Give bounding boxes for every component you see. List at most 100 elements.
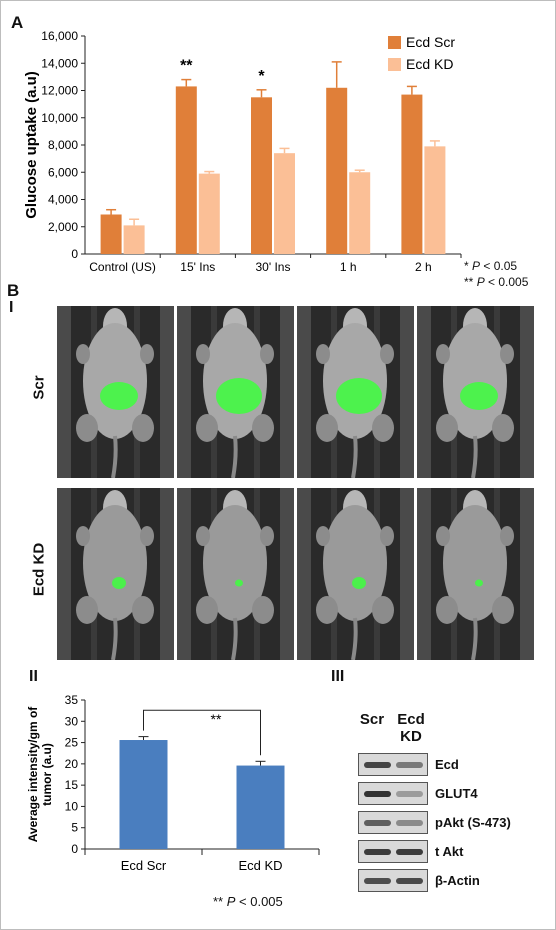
blot-column-scr: Scr [359, 711, 385, 728]
mouse-drawing [177, 306, 294, 478]
y-tick-label: 16,000 [41, 29, 78, 43]
background-stripe [177, 488, 191, 660]
x-tick-label: Control (US) [89, 260, 156, 274]
blot-band-scr [364, 762, 391, 768]
mouse-hindlimb [436, 414, 458, 442]
mouse-forelimb [76, 526, 90, 546]
bar-ecd-kd [123, 225, 145, 254]
mouse-body [83, 323, 147, 439]
fluorescence-signal [460, 382, 498, 410]
blot-column-ecd-kd: Ecd KD [391, 711, 431, 745]
y-tick-label: 0 [71, 247, 78, 261]
blot-band-scr [364, 849, 391, 855]
row-label-ecd-kd: Ecd KD [30, 542, 48, 597]
y-tick-label: 35 [65, 693, 79, 707]
blot-label: Ecd [435, 757, 459, 772]
mouse-tail [351, 617, 358, 660]
mouse-drawing [297, 488, 414, 660]
mouse-forelimb [500, 344, 514, 364]
mouse-hindlimb [196, 596, 218, 624]
y-tick-label: 30 [65, 714, 79, 728]
legend-swatch [388, 58, 401, 71]
mouse-hindlimb [196, 414, 218, 442]
y-tick-label: 12,000 [41, 84, 78, 98]
mouse-forelimb [316, 526, 330, 546]
blot-band-kd [396, 791, 423, 797]
bar-ecd-kd [349, 172, 371, 254]
mouse-forelimb [380, 344, 394, 364]
y-tick-label: 10 [65, 799, 79, 813]
legend-label: Ecd KD [406, 56, 453, 72]
blot-column-ecd-kd-line2: KD [400, 728, 422, 745]
mouse-drawing [417, 488, 534, 660]
blot-label: β-Actin [435, 873, 480, 888]
blot-column-ecd-kd-line1: Ecd [397, 711, 425, 728]
background-stripe [57, 306, 71, 478]
panel-a-letter: A [11, 13, 24, 32]
blot-band-scr [364, 820, 391, 826]
blot-label: pAkt (S-473) [435, 815, 511, 830]
mouse-body [83, 505, 147, 621]
background-stripe [57, 488, 71, 660]
mouse-body [203, 505, 267, 621]
bar [236, 765, 285, 849]
mouse-drawing [57, 306, 174, 478]
fluorescence-signal [100, 382, 138, 410]
y-tick-label: 6,000 [48, 165, 78, 179]
pvalue-note-b: ** P < 0.005 [213, 894, 283, 909]
background-stripe [520, 488, 534, 660]
blot-strip [358, 782, 428, 805]
pvalue-note-2: ** P < 0.005 [464, 275, 529, 289]
mouse-drawing [177, 488, 294, 660]
mouse-image-kd [417, 488, 534, 660]
y-axis-label: Glucose uptake (a.u) [23, 71, 40, 219]
background-stripe [280, 488, 294, 660]
bar-ecd-scr [251, 97, 272, 254]
mouse-forelimb [140, 344, 154, 364]
mouse-hindlimb [76, 596, 98, 624]
significance-stars: * [258, 68, 265, 85]
legend-label: Ecd Scr [406, 34, 455, 50]
panel-b-iii-label: III [331, 668, 345, 685]
y-tick-label: 14,000 [41, 56, 78, 70]
blot-band-kd [396, 820, 423, 826]
blot-label: GLUT4 [435, 786, 478, 801]
background-stripe [177, 306, 191, 478]
mouse-hindlimb [316, 596, 338, 624]
mouse-hindlimb [76, 414, 98, 442]
bar-ecd-kd [198, 173, 220, 254]
mouse-forelimb [500, 526, 514, 546]
blot-strip [358, 811, 428, 834]
x-tick-label: 1 h [340, 260, 357, 274]
mouse-forelimb [196, 344, 210, 364]
panel-b-ii-label: II [29, 668, 38, 685]
mouse-drawing [297, 306, 414, 478]
mouse-tail [471, 435, 478, 478]
mouse-body [323, 505, 387, 621]
row-label-scr: Scr [30, 375, 48, 400]
background-stripe [280, 306, 294, 478]
background-stripe [400, 488, 414, 660]
fluorescence-signal [235, 579, 243, 587]
mouse-hindlimb [492, 414, 514, 442]
x-tick-label: Ecd Scr [121, 858, 167, 873]
x-tick-label: 15' Ins [180, 260, 215, 274]
fluorescence-signal [352, 577, 366, 589]
blot-strip [358, 869, 428, 892]
blot-strip [358, 753, 428, 776]
bar-ecd-scr [175, 86, 197, 254]
glucose-uptake-chart: 0 2,000 4,000 6,000 8,000 10,000 12,000 14,000 1… [23, 29, 462, 274]
x-tick-label: 30' Ins [256, 260, 291, 274]
fluorescence-signal [112, 577, 126, 589]
legend-swatch [388, 36, 401, 49]
bar-ecd-kd [274, 153, 295, 254]
fluorescence-signal [336, 378, 382, 414]
y-tick-label: 4,000 [48, 193, 78, 207]
mouse-forelimb [260, 526, 274, 546]
y-tick-label: 25 [65, 736, 79, 750]
y-tick-label: 10,000 [41, 111, 78, 125]
mouse-tail [111, 435, 118, 478]
mouse-hindlimb [252, 414, 274, 442]
background-stripe [400, 306, 414, 478]
